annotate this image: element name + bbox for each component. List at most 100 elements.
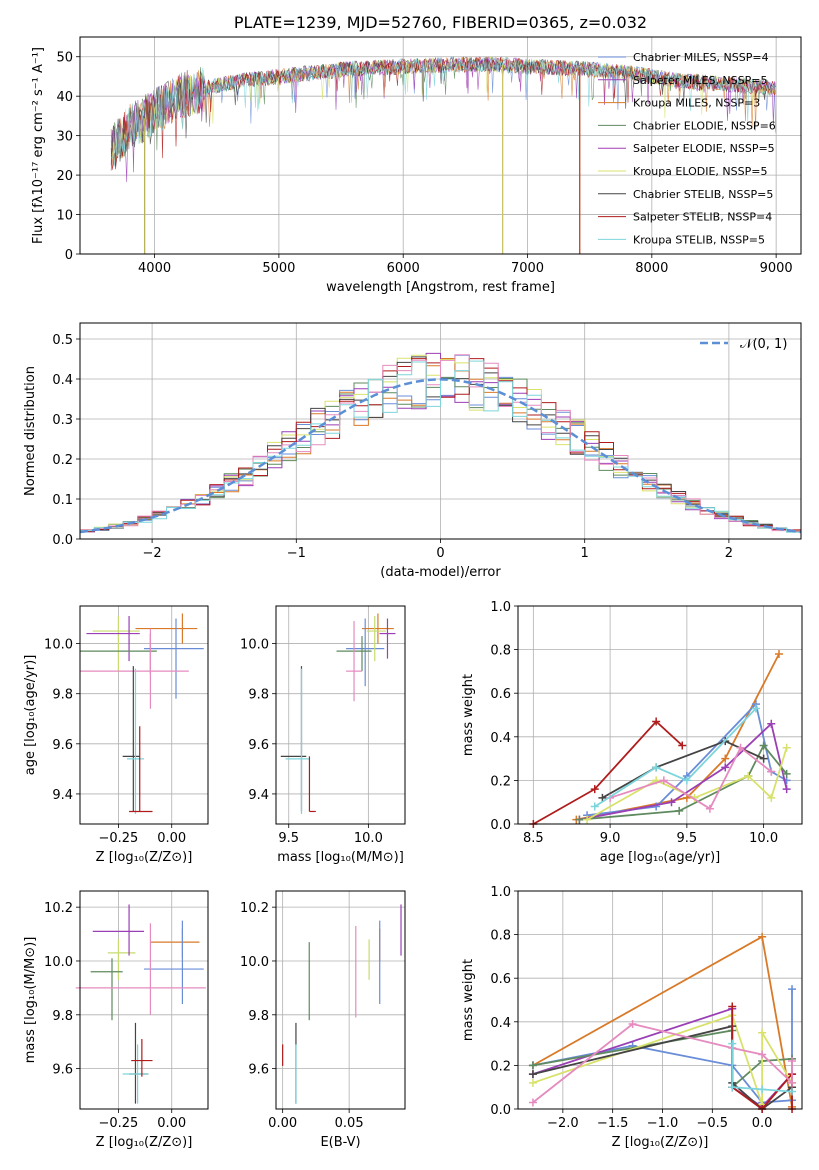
legend-label: 𝒩(0, 1): [740, 337, 787, 352]
series-marker: [788, 1087, 797, 1096]
y-tick-label: 10.0: [44, 955, 73, 970]
series-marker: [721, 763, 730, 772]
y-tick-label: 0.4: [490, 731, 511, 746]
chart-title: PLATE=1239, MJD=52760, FIBERID=0365, z=0…: [234, 13, 647, 32]
x-axis-label: wavelength [Angstrom, rest frame]: [326, 280, 555, 295]
y-tick-label: 0.2: [490, 774, 511, 789]
series-marker: [758, 1085, 767, 1094]
weight-series: [590, 704, 760, 811]
x-tick-label: 9.5: [677, 831, 698, 846]
spectrum-line: [110, 56, 776, 167]
x-axis-label: Z [log₁₀(Z/Z⊙)]: [96, 1135, 193, 1150]
y-tick-label: 9.8: [248, 1009, 269, 1024]
normal-curve: [79, 378, 802, 534]
plot-area: [110, 55, 776, 254]
y-tick-label: 9.6: [52, 738, 73, 753]
series-marker: [758, 932, 767, 941]
plot-area: [80, 613, 204, 814]
x-axis-label: E(B-V): [320, 1135, 360, 1150]
x-tick-label: −1.5: [597, 1116, 629, 1131]
data-point: [129, 726, 153, 813]
chart-spectrum: 4000 5000 6000 7000 8000 9000 0 10 20 30 40 50 wavel…: [31, 13, 802, 295]
y-axis-label: mass weight: [461, 959, 476, 1041]
series-marker: [788, 1057, 797, 1066]
series-marker: [751, 704, 760, 713]
data-point: [131, 1039, 153, 1077]
y-tick-label: 9.6: [248, 738, 269, 753]
y-tick-label: 10.2: [240, 901, 269, 916]
x-tick-label: 7000: [511, 261, 544, 276]
series-marker: [528, 1078, 537, 1087]
series-marker: [759, 754, 768, 763]
series-line: [594, 707, 757, 808]
y-tick-label: 10: [56, 209, 73, 224]
x-tick-label: 4000: [138, 261, 171, 276]
series-line: [609, 746, 772, 810]
x-tick-label: 0.00: [268, 1116, 297, 1131]
series-marker: [678, 741, 687, 750]
axes-frame: [517, 890, 803, 1110]
legend-label: Salpeter ELODIE, NSSP=5: [633, 142, 775, 155]
y-axis-label: mass weight: [461, 674, 476, 756]
y-axis-label: Normed distribution: [23, 366, 38, 496]
legend-label: Kroupa ELODIE, NSSP=5: [633, 165, 767, 178]
data-point: [150, 928, 200, 959]
series-marker: [652, 717, 661, 726]
chart-z-age: −0.25 0.00 9.4 9.6 9.8 10.0 Z [log₁₀(Z/Z⊙)] age…: [23, 605, 209, 865]
legend-label: Kroupa MILES, NSSP=3: [633, 97, 760, 110]
x-axis-label: (data-model)/error: [380, 565, 501, 580]
y-tick-label: 20: [56, 169, 73, 184]
series-line: [731, 1043, 793, 1093]
series-marker: [782, 743, 791, 752]
legend-label: Salpeter MILES, NSSP=5: [633, 74, 767, 87]
x-tick-label: −2: [143, 546, 162, 561]
x-tick-label: 6000: [387, 261, 420, 276]
y-tick-label: 0.5: [52, 333, 73, 348]
series-marker: [721, 754, 730, 763]
series-marker: [659, 776, 668, 785]
x-tick-label: −0.25: [98, 1116, 138, 1131]
series-marker: [528, 1061, 537, 1070]
data-point: [285, 668, 310, 814]
legend: Chabrier MILES, NSSP=4 Salpeter MILES, NS…: [598, 51, 776, 246]
x-axis-label: Z [log₁₀(Z/Z⊙)]: [612, 1135, 709, 1150]
x-tick-label: 0: [436, 546, 444, 561]
chart-z-weight: −2.0 −1.5 −1.0 −0.5 0.0 0.0 0.2 0.4 0.6 0.8 1.0 Z […: [461, 885, 803, 1150]
histogram-step: [80, 354, 801, 532]
data-point: [135, 613, 198, 644]
y-tick-label: 0.0: [52, 533, 73, 548]
data-point: [308, 756, 316, 813]
series-line: [576, 653, 780, 821]
series-marker: [758, 1028, 767, 1037]
y-tick-label: 9.8: [248, 688, 269, 703]
plot-area: [79, 352, 802, 534]
y-tick-label: 10.0: [240, 955, 269, 970]
plot-area: [282, 904, 402, 1104]
chart-mass-age: 9.5 10.0 9.4 9.6 9.8 10.0 mass [log₁₀(M/M⊙)]: [240, 605, 406, 865]
series-marker: [652, 802, 661, 811]
y-tick-label: 10.0: [240, 638, 269, 653]
x-tick-label: 8.5: [523, 831, 544, 846]
data-point: [129, 1022, 149, 1104]
series-marker: [675, 806, 684, 815]
x-axis-label: Z [log₁₀(Z/Z⊙)]: [96, 850, 193, 865]
x-tick-label: 10.0: [354, 831, 383, 846]
y-tick-label: 0.6: [490, 687, 511, 702]
x-tick-label: −1: [287, 546, 306, 561]
axes-frame: [275, 890, 406, 1110]
y-tick-label: 0.6: [490, 972, 511, 987]
series-marker: [767, 793, 776, 802]
series-marker: [575, 815, 584, 824]
series-marker: [728, 1039, 737, 1048]
axes-frame: [79, 322, 802, 540]
data-point: [90, 958, 123, 1021]
data-point: [80, 628, 189, 709]
data-point: [126, 668, 144, 814]
x-tick-label: 0.0: [752, 1116, 773, 1131]
plot-area: [75, 904, 206, 1104]
legend-label: Chabrier ELODIE, NSSP=6: [633, 119, 776, 132]
y-tick-label: 0.4: [490, 1016, 511, 1031]
chart-residuals: −2 −1 0 1 2 0.0 0.1 0.2 0.3 0.4 0.5 (data-model)/er…: [23, 322, 802, 580]
x-tick-label: −0.25: [98, 831, 138, 846]
